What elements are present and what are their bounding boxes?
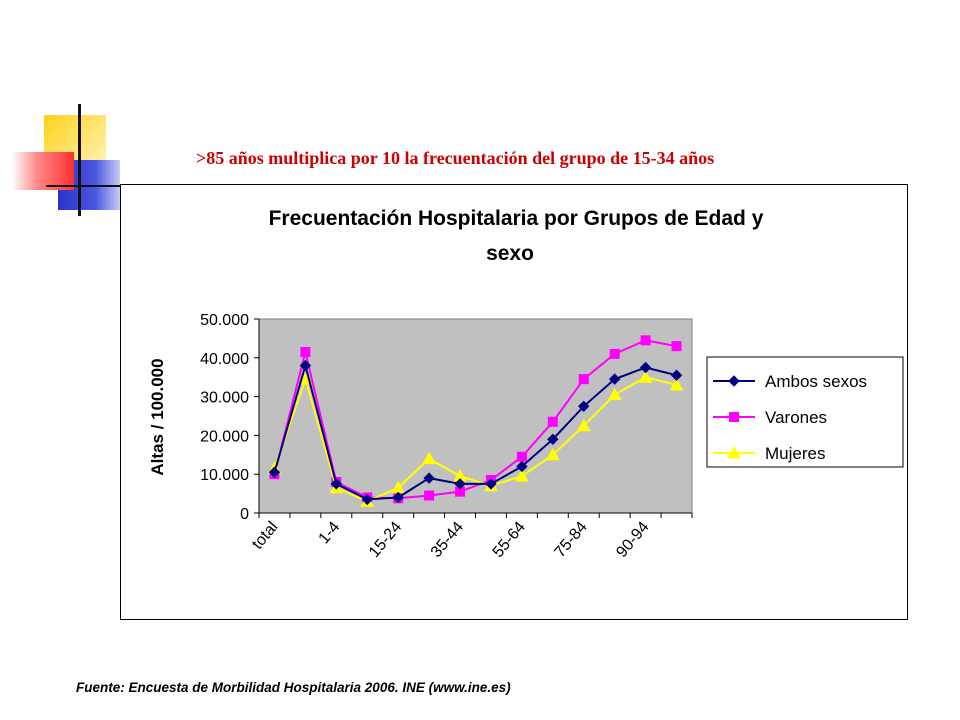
y-tick-label: 0 bbox=[240, 506, 249, 523]
legend-marker bbox=[729, 412, 739, 422]
x-tick-label: 90-94 bbox=[613, 519, 652, 561]
data-point-varones bbox=[424, 490, 435, 501]
data-point-ambos-sexos bbox=[423, 472, 435, 484]
data-point-ambos-sexos bbox=[516, 460, 528, 473]
data-point-mujeres bbox=[515, 469, 529, 482]
data-point-varones bbox=[300, 346, 311, 357]
source-note: Fuente: Encuesta de Morbilidad Hospitala… bbox=[76, 680, 511, 695]
data-point-ambos-sexos bbox=[608, 373, 621, 385]
data-point-mujeres bbox=[422, 451, 436, 465]
series-line-ambos-sexos bbox=[273, 361, 677, 501]
data-point-varones bbox=[671, 341, 682, 352]
headline: >85 años multiplica por 10 la frecuentac… bbox=[196, 148, 715, 168]
data-point-mujeres bbox=[669, 377, 684, 391]
data-point-varones bbox=[516, 451, 527, 462]
line-chart: Frecuentación Hospitalaria por Grupos de… bbox=[148, 207, 904, 561]
data-point-ambos-sexos bbox=[330, 478, 343, 490]
data-point-varones bbox=[640, 335, 651, 346]
data-point-ambos-sexos bbox=[454, 478, 466, 490]
y-tick-label: 10.000 bbox=[200, 467, 249, 484]
data-point-varones bbox=[578, 374, 589, 385]
decor-vertical-line bbox=[78, 104, 81, 216]
data-point-varones bbox=[547, 416, 558, 427]
legend-marker bbox=[728, 375, 740, 387]
x-tick-label: 75-84 bbox=[551, 519, 590, 561]
data-point-ambos-sexos bbox=[547, 433, 559, 445]
decor-red-bar bbox=[12, 152, 74, 190]
legend-marker bbox=[727, 445, 741, 459]
x-tick-label: 35-44 bbox=[428, 519, 467, 561]
data-point-ambos-sexos bbox=[578, 400, 590, 413]
x-tick-label: 55-64 bbox=[490, 519, 529, 561]
y-tick-label: 50.000 bbox=[200, 312, 249, 329]
x-tick-label: 1-4 bbox=[315, 519, 343, 548]
x-tick-label: 15-24 bbox=[366, 519, 405, 561]
data-point-ambos-sexos bbox=[639, 361, 652, 374]
data-point-ambos-sexos bbox=[392, 491, 404, 504]
series-group bbox=[267, 335, 684, 507]
y-tick-label: 30.000 bbox=[200, 390, 249, 407]
data-point-ambos-sexos bbox=[268, 466, 281, 478]
y-axis-label: Altas / 100.000 bbox=[148, 358, 167, 475]
data-point-ambos-sexos bbox=[299, 359, 312, 372]
data-point-ambos-sexos bbox=[670, 369, 683, 381]
legend-label: Varones bbox=[765, 408, 827, 427]
data-point-varones bbox=[609, 348, 620, 359]
data-point-mujeres bbox=[638, 370, 653, 383]
legend-item-ambos-sexos: Ambos sexos bbox=[713, 372, 867, 391]
data-point-mujeres bbox=[607, 387, 622, 401]
series-line-varones bbox=[273, 339, 677, 500]
legend-item-varones: Varones bbox=[713, 408, 827, 427]
legend-label: Ambos sexos bbox=[765, 372, 867, 391]
decor-horizontal-line bbox=[46, 185, 136, 187]
legend-item-mujeres: Mujeres bbox=[713, 444, 825, 463]
x-tick-label: total bbox=[249, 519, 281, 553]
legend-box bbox=[706, 356, 904, 468]
series-ambos-sexos bbox=[268, 359, 683, 506]
y-tick-label: 20.000 bbox=[200, 428, 249, 445]
chart-title-line1: Frecuentación Hospitalaria por Grupos de… bbox=[269, 207, 764, 230]
data-point-mujeres bbox=[576, 418, 591, 432]
data-point-mujeres bbox=[545, 447, 560, 461]
legend-label: Mujeres bbox=[765, 444, 825, 463]
data-point-ambos-sexos bbox=[485, 478, 497, 490]
chart-frame: Frecuentación Hospitalaria por Grupos de… bbox=[120, 184, 908, 620]
y-tick-label: 40.000 bbox=[200, 351, 249, 368]
legend: Ambos sexos Varones Mujeres bbox=[706, 356, 904, 468]
data-point-ambos-sexos bbox=[361, 493, 373, 506]
chart-title-line2: sexo bbox=[486, 242, 534, 265]
